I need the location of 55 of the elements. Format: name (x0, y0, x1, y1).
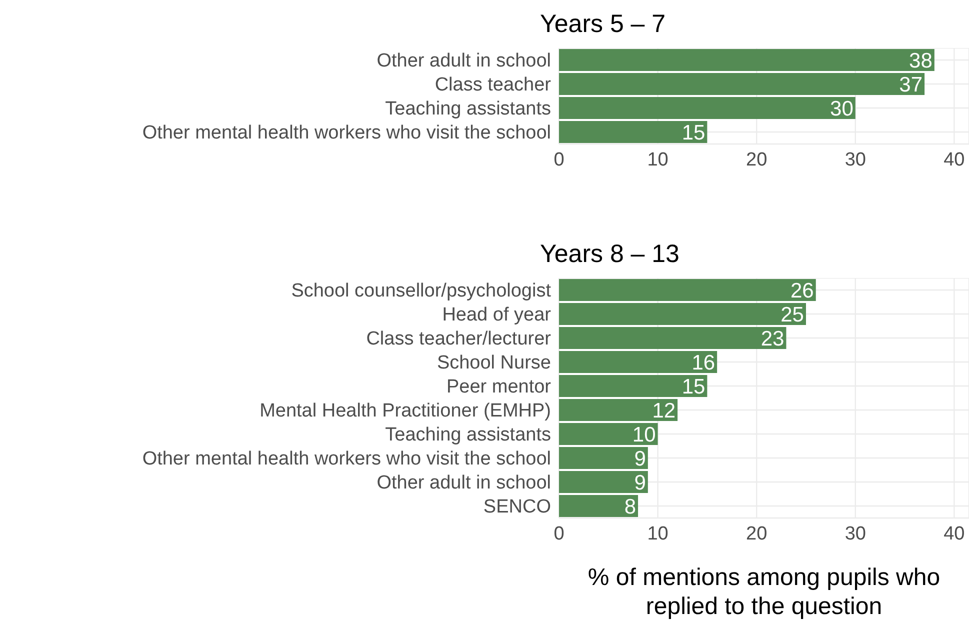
bar (559, 446, 648, 469)
x-axis-title: % of mentions among pupils who replied to the question (586, 563, 942, 621)
data-label: 9 (634, 471, 646, 494)
chart-title: Years 5 – 7 (540, 10, 666, 39)
bar (559, 302, 806, 325)
bar (559, 278, 816, 301)
data-label: 30 (830, 97, 854, 120)
y-tick-label: Head of year (442, 304, 552, 326)
y-tick-label: Teaching assistants (385, 424, 551, 446)
x-tick-label: 20 (746, 523, 768, 544)
y-tick-label: Other mental health workers who visit the school (142, 122, 551, 144)
data-label: 25 (780, 303, 804, 326)
x-tick-label: 10 (647, 523, 668, 544)
y-tick-label: Other mental health workers who visit the school (142, 448, 551, 470)
data-label: 16 (692, 351, 716, 374)
y-tick-label: Class teacher/lecturer (366, 328, 552, 350)
x-tick-label: 0 (554, 149, 564, 170)
y-tick-label: SENCO (483, 496, 551, 518)
y-tick-label: Class teacher (434, 74, 552, 96)
bar (559, 494, 638, 517)
data-label: 23 (760, 327, 784, 350)
data-label: 15 (682, 375, 706, 398)
bar (559, 398, 678, 421)
data-label: 8 (624, 495, 636, 518)
bar (559, 374, 708, 397)
bar (559, 470, 648, 493)
data-label: 38 (909, 49, 932, 72)
data-label: 10 (632, 423, 656, 446)
data-label: 9 (634, 447, 646, 470)
x-tick-label: 30 (844, 523, 866, 544)
x-tick-label: 40 (944, 149, 965, 170)
bar (559, 72, 925, 95)
bar (559, 326, 786, 349)
data-label: 12 (652, 399, 676, 422)
x-tick-label: 10 (647, 149, 668, 170)
bar (559, 48, 934, 71)
y-tick-label: Teaching assistants (385, 98, 551, 120)
y-tick-label: Peer mentor (446, 376, 552, 398)
bar (559, 350, 718, 373)
data-label: 15 (682, 121, 706, 144)
bar (559, 120, 708, 143)
data-label: 26 (790, 279, 814, 302)
chart-title: Years 8 – 13 (540, 240, 680, 269)
y-tick-label: Other adult in school (376, 50, 551, 72)
x-tick-label: 30 (844, 149, 866, 170)
x-tick-label: 40 (944, 523, 965, 544)
x-tick-label: 0 (554, 523, 564, 544)
y-tick-label: Mental Health Practitioner (EMHP) (260, 400, 551, 422)
data-label: 37 (899, 73, 923, 96)
bar (559, 422, 658, 445)
x-tick-label: 20 (746, 149, 768, 170)
bar (559, 96, 856, 119)
y-tick-label: School Nurse (436, 352, 551, 374)
y-tick-label: School counsellor/psychologist (291, 280, 552, 302)
y-tick-label: Other adult in school (376, 472, 551, 494)
